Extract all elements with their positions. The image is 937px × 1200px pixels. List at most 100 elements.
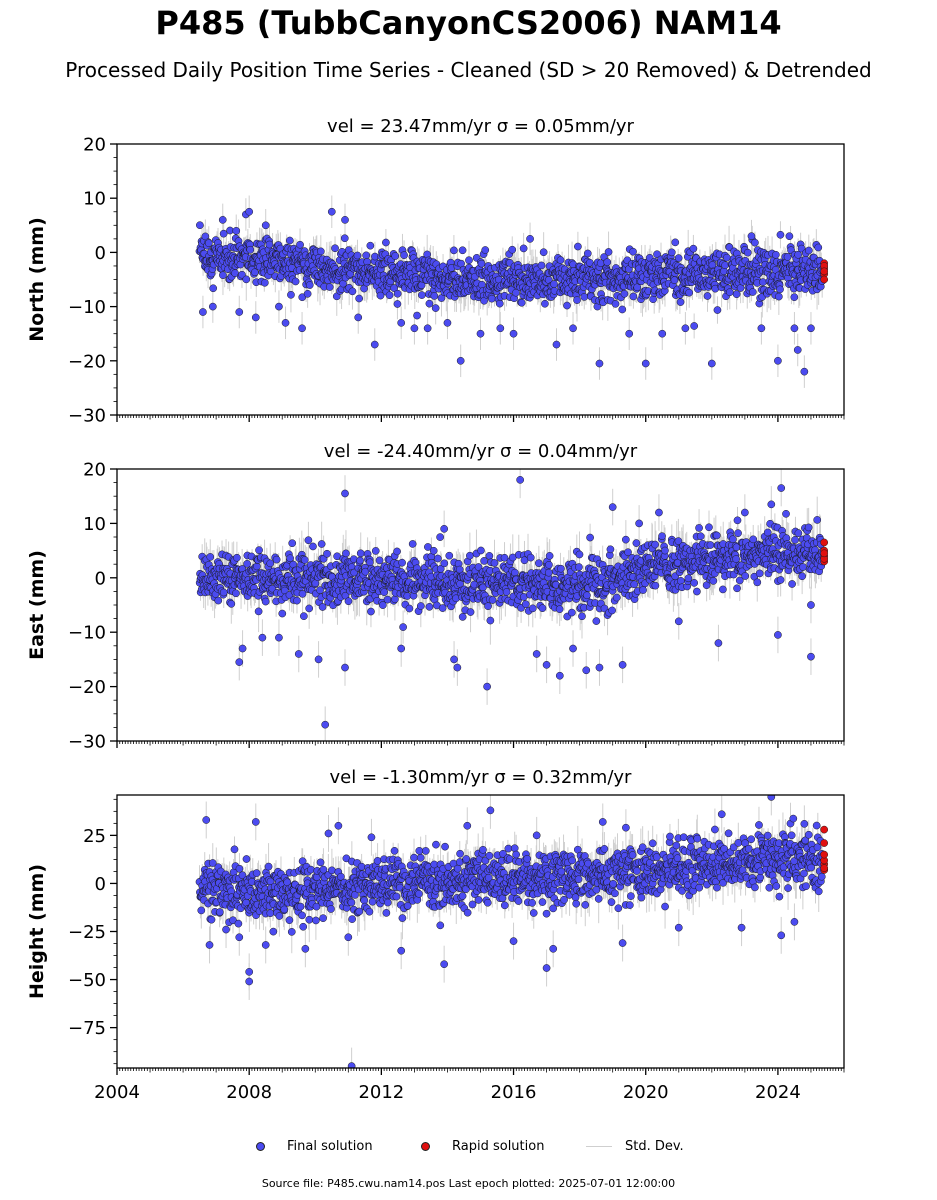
final-point (502, 588, 511, 596)
final-point (743, 248, 752, 257)
final-point (393, 289, 402, 298)
final-point (625, 329, 634, 338)
final-point (341, 663, 349, 672)
final-point (443, 319, 452, 327)
figure-title: P485 (TubbCanyonCS2006) NAM14 (155, 4, 782, 42)
final-point (658, 532, 666, 541)
final-point (453, 663, 462, 672)
final-point (583, 591, 591, 600)
y-tick-label: 20 (83, 135, 106, 156)
y-ticks (110, 143, 117, 416)
final-point (391, 595, 399, 604)
y-tick-label: 0 (95, 243, 106, 264)
final-point (243, 559, 251, 568)
final-point (539, 248, 548, 257)
final-point (344, 597, 353, 606)
final-point (390, 284, 399, 292)
final-point (376, 291, 385, 300)
final-point (690, 579, 699, 587)
final-point (327, 207, 336, 216)
final-point (425, 299, 434, 308)
final-point (246, 245, 255, 254)
final-point (431, 304, 440, 312)
final-point (604, 248, 613, 256)
final-point (774, 292, 783, 301)
final-point (379, 601, 387, 609)
final-point (508, 245, 517, 254)
final-point (235, 308, 244, 316)
final-point (753, 578, 762, 587)
final-point (218, 216, 227, 224)
final-point (487, 294, 496, 303)
final-point (517, 298, 526, 307)
final-point (232, 227, 241, 235)
final-point (440, 524, 448, 533)
final-point (714, 639, 723, 647)
final-point (391, 252, 400, 260)
final-point (399, 623, 407, 631)
final-point (204, 239, 213, 248)
final-point (341, 489, 349, 498)
final-point (251, 313, 260, 322)
final-point (477, 259, 486, 268)
final-point (397, 319, 406, 327)
final-point (341, 216, 349, 224)
y-tick-label: −10 (68, 297, 106, 318)
final-point (214, 596, 223, 605)
final-point (305, 604, 314, 613)
final-point (304, 536, 313, 545)
final-point (371, 547, 380, 555)
final-point (655, 508, 663, 517)
final-point (528, 604, 537, 613)
y-tick-label: −20 (68, 351, 106, 372)
final-point (366, 241, 375, 250)
rapid-solution-points (820, 259, 829, 284)
final-point (693, 587, 701, 596)
final-point (573, 296, 581, 304)
final-point (367, 607, 375, 616)
final-point (741, 508, 749, 517)
final-point (690, 322, 699, 330)
final-point (670, 276, 679, 285)
final-point (272, 555, 281, 564)
final-point (608, 503, 617, 511)
final-point (440, 559, 449, 568)
final-point (258, 633, 267, 642)
final-point (476, 329, 485, 338)
final-point (232, 589, 240, 598)
final-point (293, 596, 301, 605)
final-point (305, 281, 314, 289)
final-point (385, 291, 394, 300)
final-point (486, 616, 495, 625)
final-point (651, 581, 660, 590)
rapid-point (820, 275, 829, 284)
final-point (483, 682, 491, 691)
final-point (509, 329, 518, 338)
final-point (233, 553, 241, 562)
final-point (353, 251, 362, 260)
y-tick-label: 10 (83, 189, 106, 210)
final-point (227, 599, 236, 608)
final-point (438, 604, 447, 612)
final-point (382, 238, 390, 247)
final-point (456, 356, 465, 365)
final-point (776, 285, 784, 294)
final-point (309, 542, 317, 551)
final-point (712, 531, 721, 540)
final-point (219, 229, 228, 238)
final-point (595, 663, 604, 672)
final-point (285, 236, 294, 245)
final-point (713, 306, 722, 314)
final-point (629, 292, 638, 301)
final-point (767, 500, 776, 509)
final-point (266, 559, 275, 568)
final-point (798, 572, 806, 581)
final-point (574, 242, 582, 251)
final-point (782, 509, 790, 518)
final-point (430, 292, 439, 300)
final-point (355, 294, 364, 303)
final-point (209, 284, 218, 293)
final-point (759, 278, 767, 286)
final-point (689, 244, 698, 253)
